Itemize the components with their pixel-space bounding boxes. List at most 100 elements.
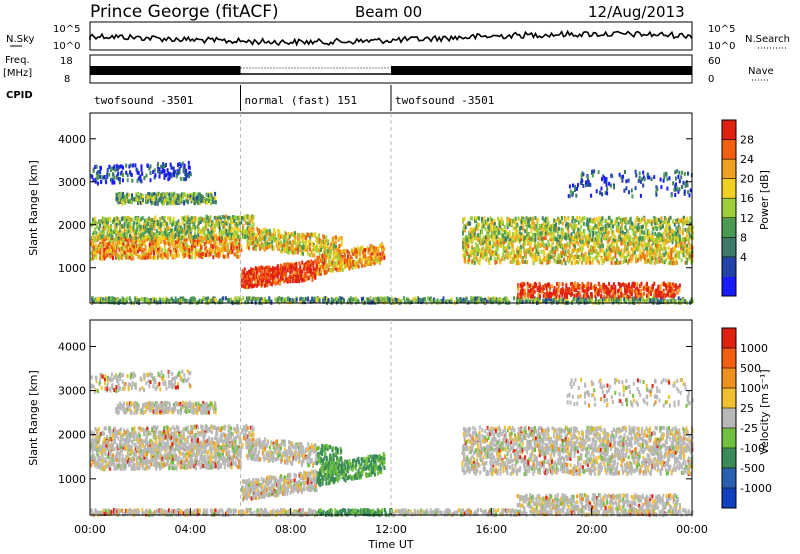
backscatter-cell [660, 300, 663, 304]
backscatter-cell [282, 234, 285, 239]
backscatter-cell [159, 227, 162, 232]
backscatter-cell [667, 246, 670, 250]
backscatter-cell [151, 255, 154, 260]
backscatter-cell [305, 244, 308, 249]
backscatter-cell [157, 300, 160, 305]
backscatter-cell [134, 240, 137, 245]
backscatter-cell [131, 196, 133, 201]
backscatter-cell [589, 255, 592, 260]
backscatter-cell [474, 296, 477, 301]
backscatter-cell [195, 234, 198, 239]
backscatter-cell [153, 249, 156, 254]
backscatter-cell [564, 252, 567, 257]
backscatter-cell [111, 231, 114, 236]
backscatter-cell [174, 220, 177, 225]
backscatter-cell [528, 236, 531, 240]
backscatter-cell [248, 230, 251, 235]
backscatter-cell [621, 253, 624, 258]
backscatter-cell [339, 263, 342, 268]
backscatter-cell [259, 246, 262, 251]
backscatter-cell [475, 224, 478, 229]
backscatter-cell [650, 251, 653, 256]
backscatter-cell [341, 255, 344, 259]
backscatter-cell [314, 258, 317, 263]
backscatter-cell [105, 236, 108, 241]
backscatter-cell [105, 218, 108, 223]
backscatter-cell [171, 253, 174, 258]
backscatter-cell [158, 236, 161, 241]
backscatter-cell [521, 297, 524, 302]
backscatter-cell [237, 238, 240, 243]
backscatter-cell [198, 298, 201, 303]
backscatter-cell [155, 229, 158, 234]
backscatter-cell [192, 225, 195, 230]
backscatter-cell [205, 192, 208, 197]
backscatter-cell [324, 243, 326, 248]
backscatter-cell [517, 250, 520, 254]
backscatter-cell [455, 300, 458, 305]
backscatter-cell [297, 238, 300, 243]
backscatter-cell [289, 234, 292, 239]
backscatter-cell [257, 238, 260, 242]
backscatter-cell [633, 246, 636, 251]
backscatter-cell [119, 228, 121, 233]
backscatter-cell [595, 296, 598, 301]
backscatter-cell [351, 300, 354, 305]
backscatter-cell [286, 238, 289, 243]
freq-tick-bottom: 8 [64, 74, 70, 85]
backscatter-cell [296, 250, 299, 255]
backscatter-cell [91, 299, 94, 304]
backscatter-cell [489, 251, 491, 256]
backscatter-cell [240, 283, 243, 288]
backscatter-cell [188, 223, 191, 227]
backscatter-cell [581, 260, 583, 265]
backscatter-cell [223, 236, 226, 241]
backscatter-cell [100, 244, 103, 249]
backscatter-cell [207, 296, 210, 301]
backscatter-cell [644, 246, 647, 251]
backscatter-cell [129, 225, 132, 230]
backscatter-cell [193, 201, 196, 206]
backscatter-cell [142, 198, 144, 202]
backscatter-cell [527, 297, 530, 302]
backscatter-cell [671, 246, 674, 251]
backscatter-cell [252, 222, 255, 227]
backscatter-cell [240, 273, 243, 278]
backscatter-cell [130, 235, 133, 240]
backscatter-cell [224, 228, 227, 233]
backscatter-cell [485, 257, 488, 262]
backscatter-cell [615, 258, 618, 263]
backscatter-cell [290, 249, 293, 254]
backscatter-cell [202, 252, 205, 256]
backscatter-cell [348, 257, 351, 262]
backscatter-cell [194, 255, 197, 260]
backscatter-cell [135, 236, 137, 241]
backscatter-cell [337, 268, 339, 273]
backscatter-cell [140, 297, 142, 302]
backscatter-cell [585, 252, 588, 257]
backscatter-cell [169, 229, 172, 233]
backscatter-cell [502, 242, 504, 247]
backscatter-cell [95, 255, 98, 260]
backscatter-cell [290, 275, 293, 279]
backscatter-cell [92, 234, 94, 239]
backscatter-cell [322, 264, 325, 269]
backscatter-cell [674, 254, 677, 259]
backscatter-cell [194, 244, 197, 249]
backscatter-cell [106, 253, 109, 257]
backscatter-cell [646, 258, 649, 263]
backscatter-cell [199, 220, 202, 224]
backscatter-cell [462, 245, 465, 250]
backscatter-cell [596, 254, 599, 259]
backscatter-cell [103, 247, 106, 252]
backscatter-cell [433, 299, 436, 304]
backscatter-cell [229, 231, 232, 236]
backscatter-cell [543, 236, 545, 241]
backscatter-cell [686, 251, 689, 256]
backscatter-cell [205, 296, 208, 301]
backscatter-cell [281, 234, 284, 239]
backscatter-cell [350, 256, 353, 261]
backscatter-cell [122, 242, 125, 247]
backscatter-cell [168, 232, 171, 236]
backscatter-cell [538, 297, 541, 302]
